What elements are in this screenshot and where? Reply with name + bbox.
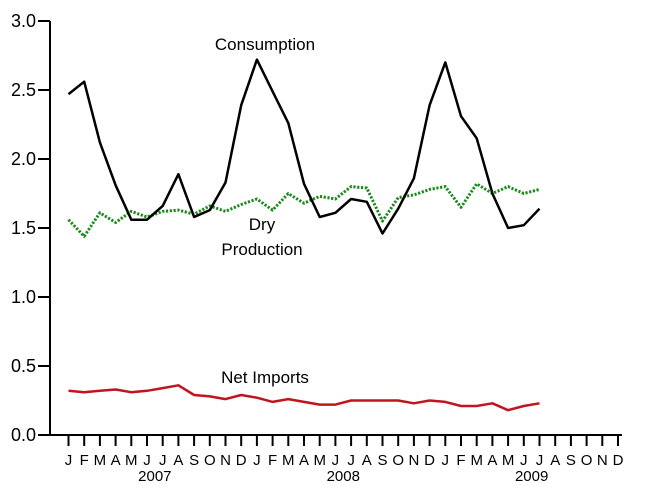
y-tick-label: 2.0 — [11, 149, 36, 169]
y-tick-label: 2.5 — [11, 80, 36, 100]
x-month-label: A — [173, 452, 183, 469]
x-month-label: A — [362, 452, 372, 469]
annotation-layer: Consumption Dry Production Net Imports — [215, 35, 315, 387]
x-month-label: A — [111, 452, 121, 469]
y-tick-label: 1.0 — [11, 287, 36, 307]
x-month-label: N — [597, 452, 608, 469]
x-month-label: M — [282, 452, 295, 469]
series-line-net-imports — [68, 384, 540, 412]
x-month-label: M — [313, 452, 326, 469]
x-year-label: 2009 — [515, 468, 548, 485]
x-month-label: J — [347, 452, 355, 469]
y-tick-label: 0.0 — [11, 425, 36, 445]
x-month-label: A — [487, 452, 497, 469]
x-month-label: F — [268, 452, 277, 469]
x-month-label: N — [220, 452, 231, 469]
consumption-label: Consumption — [215, 35, 315, 54]
x-month-label: J — [520, 452, 528, 469]
x-month-label: D — [613, 452, 624, 469]
x-month-label: N — [408, 452, 419, 469]
x-month-label: J — [332, 452, 340, 469]
x-month-label: J — [536, 452, 544, 469]
x-month-label: D — [424, 452, 435, 469]
x-month-label: O — [581, 452, 593, 469]
series-layer — [67, 58, 541, 412]
x-month-label: J — [143, 452, 151, 469]
x-month-label: F — [80, 452, 89, 469]
x-month-label: J — [442, 452, 450, 469]
axis-layer: 0.00.51.01.52.02.53.0J F M A M J J A S O N D J F M A M J J… — [11, 11, 624, 485]
y-tick-label: 3.0 — [11, 11, 36, 31]
y-tick-label: 0.5 — [11, 356, 36, 376]
x-month-label: A — [550, 452, 560, 469]
x-month-label: S — [566, 452, 576, 469]
x-month-label: A — [299, 452, 309, 469]
y-tick-label: 1.5 — [11, 218, 36, 238]
x-month-label: O — [392, 452, 404, 469]
x-month-label: J — [65, 452, 73, 469]
dry-production-label-line1: Dry — [249, 215, 276, 234]
x-month-label: O — [204, 452, 216, 469]
x-month-label: M — [125, 452, 138, 469]
x-month-label: M — [470, 452, 483, 469]
x-month-label: D — [236, 452, 247, 469]
x-month-label: M — [94, 452, 107, 469]
x-month-label: S — [377, 452, 387, 469]
series-line-consumption — [67, 58, 541, 235]
x-month-label: S — [189, 452, 199, 469]
x-year-label: 2008 — [327, 468, 360, 485]
x-month-label: M — [502, 452, 515, 469]
series-line-dry-production — [67, 182, 540, 238]
net-imports-label: Net Imports — [221, 368, 309, 387]
x-year-label: 2007 — [138, 468, 171, 485]
dry-production-label-line2: Production — [221, 240, 302, 259]
x-month-label: J — [159, 452, 167, 469]
x-month-label: J — [253, 452, 261, 469]
x-month-label: F — [456, 452, 465, 469]
